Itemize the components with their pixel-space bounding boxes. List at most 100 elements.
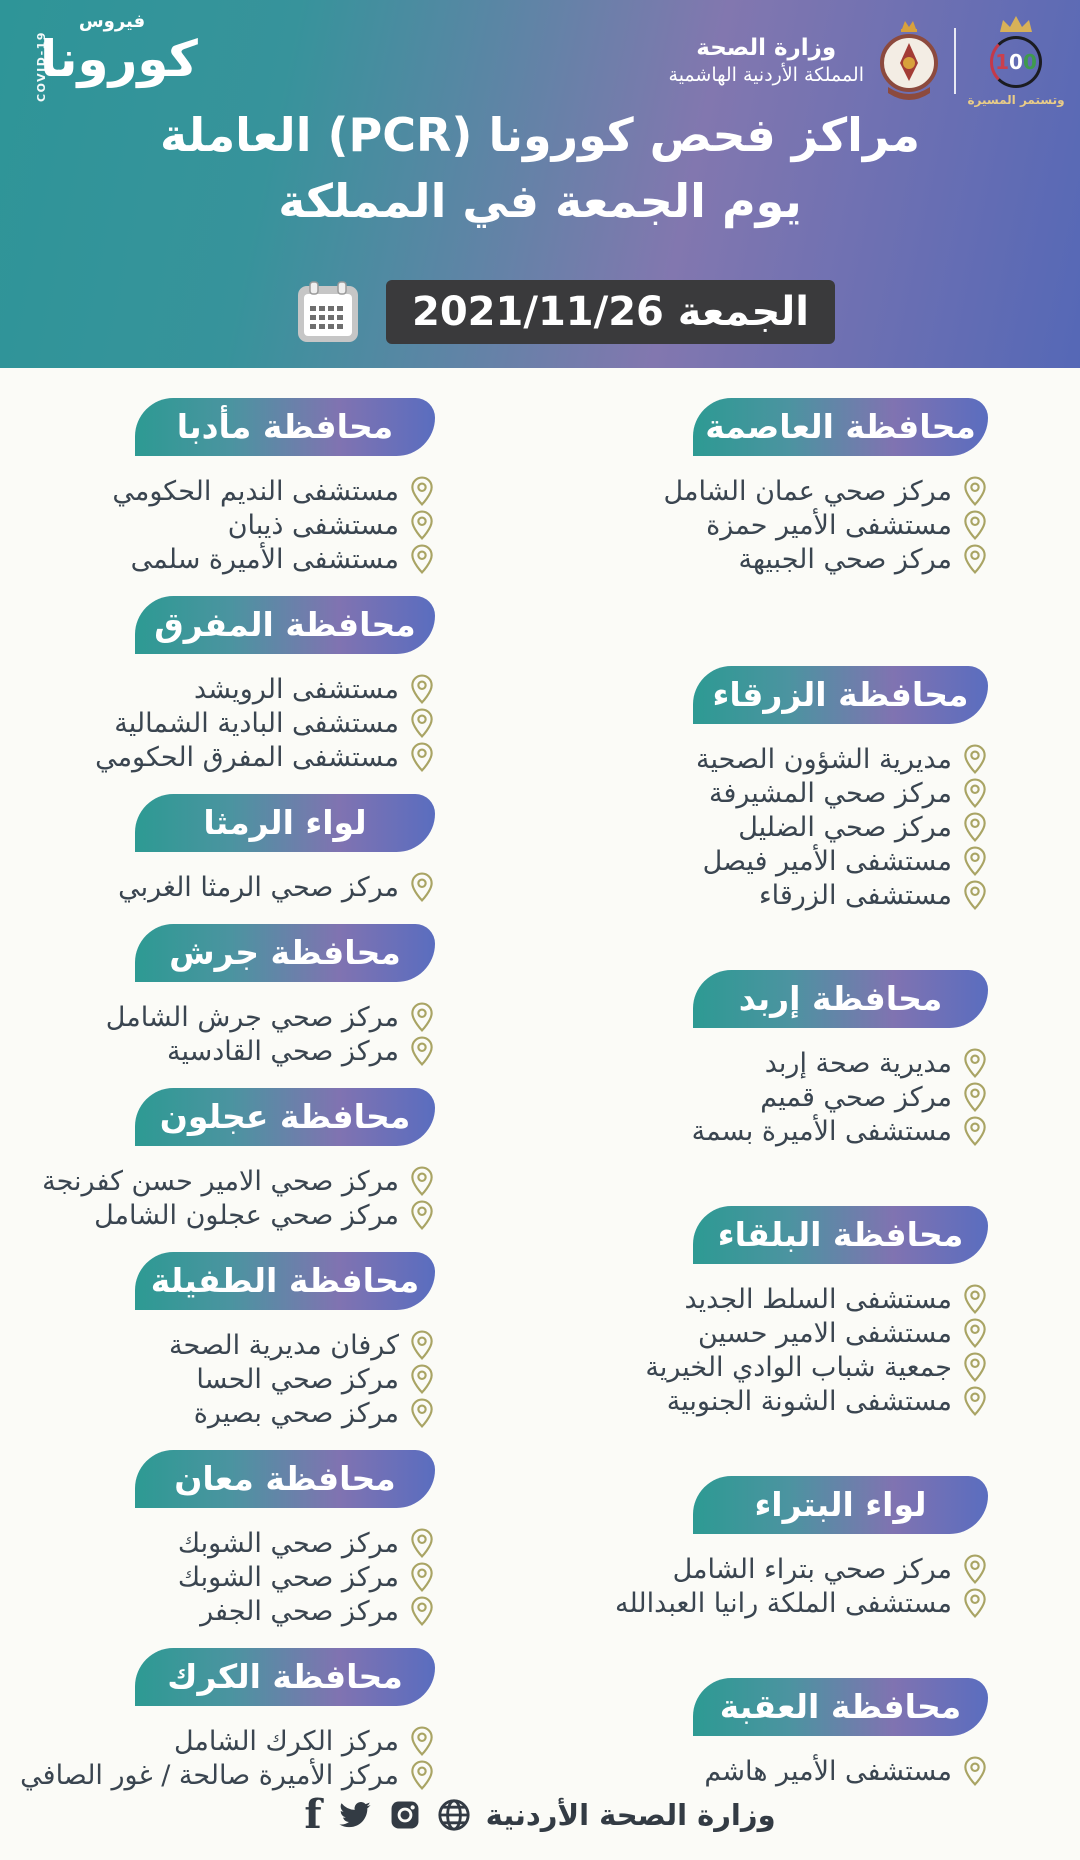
center-list-item: مركز صحي الضليل — [558, 810, 988, 844]
location-pin-icon — [964, 1048, 986, 1078]
center-list-item: مركز صحي بصيرة — [5, 1396, 435, 1430]
section-title-ribbon: محافظة الطفيلة — [135, 1252, 435, 1310]
center-list-item: مستشفى الامير حسين — [558, 1316, 988, 1350]
center-list-item: مركز صحي الامير حسن كفرنجة — [5, 1164, 435, 1198]
governorate-section: لواء البتراء مركز صحي بتراء الشامل مستشفى … — [558, 1476, 988, 1620]
center-name: مستشفى الزرقاء — [758, 879, 952, 911]
center-list-item: مركز صحي الجبيهة — [558, 542, 988, 576]
location-pin-icon — [411, 1330, 433, 1360]
center-name: مركز صحي بتراء الشامل — [672, 1553, 952, 1585]
location-pin-icon — [964, 1116, 986, 1146]
center-list-item: مركز الكرك الشامل — [5, 1724, 435, 1758]
section-title-ribbon: محافظة البلقاء — [693, 1206, 988, 1264]
center-name: مستشفى الملكة رانيا العبدالله — [615, 1587, 952, 1619]
date-row: الجمعة 2021/11/26 — [296, 280, 836, 344]
center-list-item: مستشفى الزرقاء — [558, 878, 988, 912]
center-name: كرفان مديرية الصحة — [169, 1329, 399, 1361]
governorate-section: محافظة الزرقاء مديرية الشؤون الصحية مركز ص… — [558, 666, 988, 912]
location-pin-icon — [411, 1596, 433, 1626]
governorate-section: محافظة المفرق مستشفى الرويشد مستشفى البادي… — [5, 596, 435, 774]
location-pin-icon — [411, 708, 433, 738]
section-title-ribbon: محافظة مأدبا — [135, 398, 435, 456]
center-name: مركز الكرك الشامل — [173, 1725, 399, 1757]
footer: وزارة الصحة الأردنية f — [0, 1791, 1080, 1838]
location-pin-icon — [964, 1756, 986, 1786]
governorate-section: محافظة مأدبا مستشفى النديم الحكومي مستشفى … — [5, 398, 435, 576]
date-badge: الجمعة 2021/11/26 — [386, 280, 836, 344]
centennial-digit: 1 — [995, 50, 1010, 74]
center-name: مستشفى النديم الحكومي — [112, 475, 399, 507]
location-pin-icon — [964, 778, 986, 808]
governorate-section: محافظة جرش مركز صحي جرش الشامل مركز صحي ال… — [5, 924, 435, 1068]
location-pin-icon — [964, 880, 986, 910]
section-title-ribbon: محافظة الزرقاء — [693, 666, 988, 724]
left-column: محافظة مأدبا مستشفى النديم الحكومي مستشفى … — [5, 398, 435, 1792]
center-list-item: مركز صحي القادسية — [5, 1034, 435, 1068]
center-list-item: مستشفى الأميرة بسمة — [558, 1114, 988, 1148]
location-pin-icon — [411, 510, 433, 540]
centennial-digit: 0 — [1022, 50, 1037, 74]
center-list-item: مركز صحي الجفر — [5, 1594, 435, 1628]
section-title-ribbon: محافظة الكرك — [135, 1648, 435, 1706]
center-list-item: مستشفى السلط الجديد — [558, 1282, 988, 1316]
center-list-item: مديرية صحة إربد — [558, 1046, 988, 1080]
center-name: مركز صحي الحسا — [196, 1363, 399, 1395]
location-pin-icon — [411, 1364, 433, 1394]
kingdom-name: المملكة الأردنية الهاشمية — [668, 63, 864, 86]
center-name: مركز صحي الشوبك — [177, 1561, 399, 1593]
section-title-ribbon: محافظة عجلون — [135, 1088, 435, 1146]
location-pin-icon — [964, 1352, 986, 1382]
location-pin-icon — [964, 1082, 986, 1112]
corona-virus-logo: COVID-19 فيروس كورونا — [30, 12, 198, 102]
center-name: جمعية شباب الوادي الخيرية — [645, 1351, 952, 1383]
location-pin-icon — [964, 544, 986, 574]
centennial-digit: 0 — [1009, 50, 1023, 74]
center-list-item: مستشفى الأمير فيصل — [558, 844, 988, 878]
center-list-item: مستشفى ذيبان — [5, 508, 435, 542]
center-name: مستشفى ذيبان — [227, 509, 399, 541]
twitter-icon — [339, 1802, 371, 1828]
jordan-coat-of-arms-icon — [880, 20, 938, 100]
location-pin-icon — [964, 510, 986, 540]
governorate-section: محافظة العقبة مستشفى الأمير هاشم — [558, 1678, 988, 1788]
center-list-item: مركز صحي عمان الشامل — [558, 474, 988, 508]
location-pin-icon — [964, 1284, 986, 1314]
center-list-item: مركز صحي قميم — [558, 1080, 988, 1114]
center-name: مستشفى الأمير فيصل — [702, 845, 952, 877]
section-title-ribbon: محافظة إربد — [693, 970, 988, 1028]
location-pin-icon — [411, 1760, 433, 1790]
center-name: مركز صحي جرش الشامل — [105, 1001, 399, 1033]
location-pin-icon — [411, 1398, 433, 1428]
location-pin-icon — [964, 846, 986, 876]
footer-ministry-text: وزارة الصحة الأردنية — [485, 1798, 776, 1832]
center-list-item: مستشفى الملكة رانيا العبدالله — [558, 1586, 988, 1620]
governorate-section: محافظة معان مركز صحي الشوبك مركز صحي الشوب… — [5, 1450, 435, 1628]
governorate-section: لواء الرمثا مركز صحي الرمثا الغربي — [5, 794, 435, 904]
ministry-title-block: وزارة الصحة المملكة الأردنية الهاشمية — [669, 34, 864, 88]
governorate-section: محافظة البلقاء مستشفى السلط الجديد مستشفى … — [558, 1206, 988, 1418]
section-title-ribbon: لواء البتراء — [693, 1476, 988, 1534]
center-name: مركز صحي الرمثا الغربي — [118, 871, 399, 903]
center-list-item: مستشفى البادية الشمالية — [5, 706, 435, 740]
center-name: مديرية الشؤون الصحية — [695, 743, 952, 775]
location-pin-icon — [964, 476, 986, 506]
covid19-vertical-text: COVID-19 — [34, 31, 48, 102]
crown-icon — [1000, 16, 1032, 32]
location-pin-icon — [411, 1036, 433, 1066]
facebook-icon: f — [304, 1791, 322, 1838]
center-name: مركز صحي الجفر — [200, 1595, 399, 1627]
center-list-item: مستشفى الأمير حمزة — [558, 508, 988, 542]
center-name: مركز صحي قميم — [760, 1081, 952, 1113]
center-name: مستشفى السلط الجديد — [684, 1283, 952, 1315]
section-title-ribbon: محافظة جرش — [135, 924, 435, 982]
location-pin-icon — [411, 872, 433, 902]
center-list-item: مستشفى الشونة الجنوبية — [558, 1384, 988, 1418]
center-name: مستشفى المفرق الحكومي — [95, 741, 399, 773]
center-name: مركز صحي عمان الشامل — [663, 475, 952, 507]
center-name: مستشفى الرويشد — [194, 673, 399, 705]
center-list-item: مستشفى الأمير هاشم — [558, 1754, 988, 1788]
center-name: مركز الأميرة صالحة / غور الصافي — [20, 1759, 399, 1791]
center-list-item: مستشفى الرويشد — [5, 672, 435, 706]
